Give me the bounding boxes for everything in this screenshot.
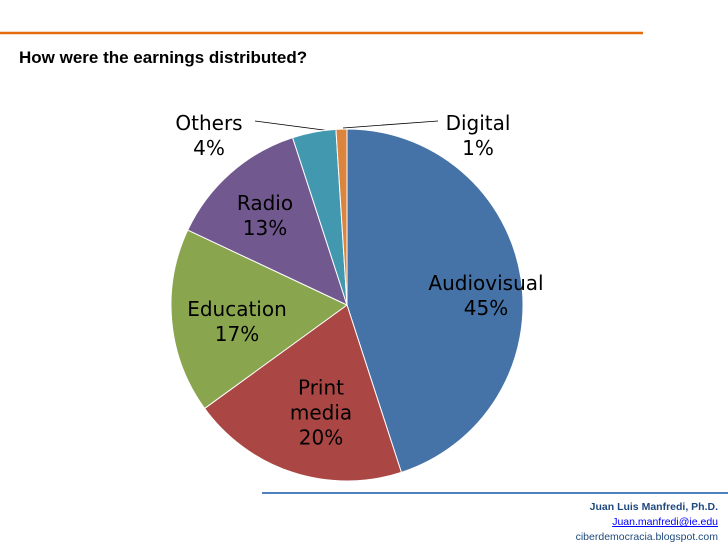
category-label: Radio bbox=[236, 191, 294, 215]
slice-label: Radio 13% bbox=[215, 191, 315, 241]
value-label: 1% bbox=[462, 136, 494, 160]
leader-line bbox=[342, 120, 439, 129]
slice-label: Education 17% bbox=[167, 297, 307, 347]
email[interactable]: Juan.manfredi@ie.edu bbox=[612, 516, 718, 528]
category-label: Digital bbox=[445, 111, 511, 135]
pie-slice bbox=[346, 128, 524, 474]
author: Juan Luis Manfredi, Ph.D. bbox=[589, 501, 718, 513]
slice-label: Digital 1% bbox=[428, 111, 528, 161]
footer: Juan Luis Manfredi, Ph.D. Juan.manfredi@… bbox=[576, 500, 718, 545]
slice-label: Print media 20% bbox=[281, 376, 361, 451]
category-label: Print media bbox=[289, 375, 353, 425]
value-label: 17% bbox=[214, 322, 260, 346]
chart-title: How were the earnings distributed? bbox=[19, 48, 308, 67]
pie-slice bbox=[203, 304, 403, 482]
category-label: Others bbox=[175, 111, 243, 135]
slice-label: Audiovisual 45% bbox=[406, 271, 566, 321]
slice-label: Others 4% bbox=[159, 111, 259, 161]
website[interactable]: ciberdemocracia.blogspot.com bbox=[575, 531, 718, 543]
category-label: Education bbox=[187, 297, 287, 321]
leader-line bbox=[254, 120, 332, 132]
value-label: 4% bbox=[193, 136, 225, 160]
value-label: 20% bbox=[298, 425, 344, 450]
category-label: Audiovisual bbox=[428, 271, 544, 295]
value-label: 13% bbox=[242, 216, 288, 240]
pie-slice bbox=[335, 128, 348, 306]
pie-slice bbox=[187, 136, 348, 306]
pie-slice bbox=[170, 229, 348, 410]
value-label: 45% bbox=[463, 296, 509, 320]
